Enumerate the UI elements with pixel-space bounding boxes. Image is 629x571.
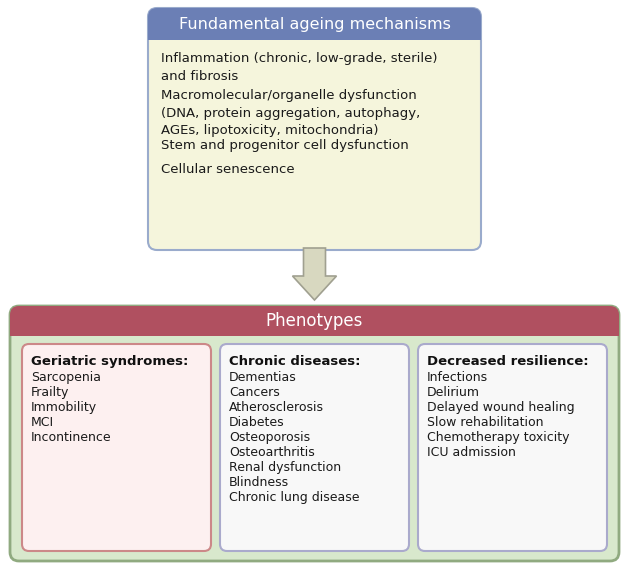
Text: Diabetes: Diabetes <box>229 416 285 429</box>
Text: Renal dysfunction: Renal dysfunction <box>229 461 341 474</box>
Text: Sarcopenia: Sarcopenia <box>31 371 101 384</box>
FancyBboxPatch shape <box>148 8 481 250</box>
Text: Chronic lung disease: Chronic lung disease <box>229 491 360 504</box>
FancyBboxPatch shape <box>22 344 211 551</box>
Polygon shape <box>292 248 337 300</box>
Text: Phenotypes: Phenotypes <box>266 312 363 330</box>
FancyBboxPatch shape <box>148 8 481 40</box>
Text: Decreased resilience:: Decreased resilience: <box>427 355 589 368</box>
Text: Cancers: Cancers <box>229 386 280 399</box>
Bar <box>148 22 481 40</box>
Text: Immobility: Immobility <box>31 401 97 414</box>
FancyBboxPatch shape <box>418 344 607 551</box>
Text: Dementias: Dementias <box>229 371 297 384</box>
Text: Stem and progenitor cell dysfunction: Stem and progenitor cell dysfunction <box>161 139 409 152</box>
Text: Chronic diseases:: Chronic diseases: <box>229 355 360 368</box>
Text: Frailty: Frailty <box>31 386 69 399</box>
Text: Inflammation (chronic, low-grade, sterile)
and fibrosis: Inflammation (chronic, low-grade, steril… <box>161 52 438 82</box>
Text: Slow rehabilitation: Slow rehabilitation <box>427 416 543 429</box>
Text: Fundamental ageing mechanisms: Fundamental ageing mechanisms <box>179 17 450 31</box>
Bar <box>10 319 619 336</box>
Text: ICU admission: ICU admission <box>427 446 516 459</box>
FancyBboxPatch shape <box>10 306 619 561</box>
Text: Blindness: Blindness <box>229 476 289 489</box>
Text: Atherosclerosis: Atherosclerosis <box>229 401 324 414</box>
FancyBboxPatch shape <box>220 344 409 551</box>
Text: Geriatric syndromes:: Geriatric syndromes: <box>31 355 188 368</box>
FancyBboxPatch shape <box>10 306 619 336</box>
Text: Delayed wound healing: Delayed wound healing <box>427 401 575 414</box>
Text: Osteoporosis: Osteoporosis <box>229 431 310 444</box>
Text: Chemotherapy toxicity: Chemotherapy toxicity <box>427 431 569 444</box>
Text: Macromolecular/organelle dysfunction
(DNA, protein aggregation, autophagy,
AGEs,: Macromolecular/organelle dysfunction (DN… <box>161 89 420 137</box>
Text: Osteoarthritis: Osteoarthritis <box>229 446 314 459</box>
Text: Incontinence: Incontinence <box>31 431 111 444</box>
Text: Delirium: Delirium <box>427 386 480 399</box>
Text: Infections: Infections <box>427 371 488 384</box>
Text: MCI: MCI <box>31 416 54 429</box>
Text: Cellular senescence: Cellular senescence <box>161 163 294 176</box>
